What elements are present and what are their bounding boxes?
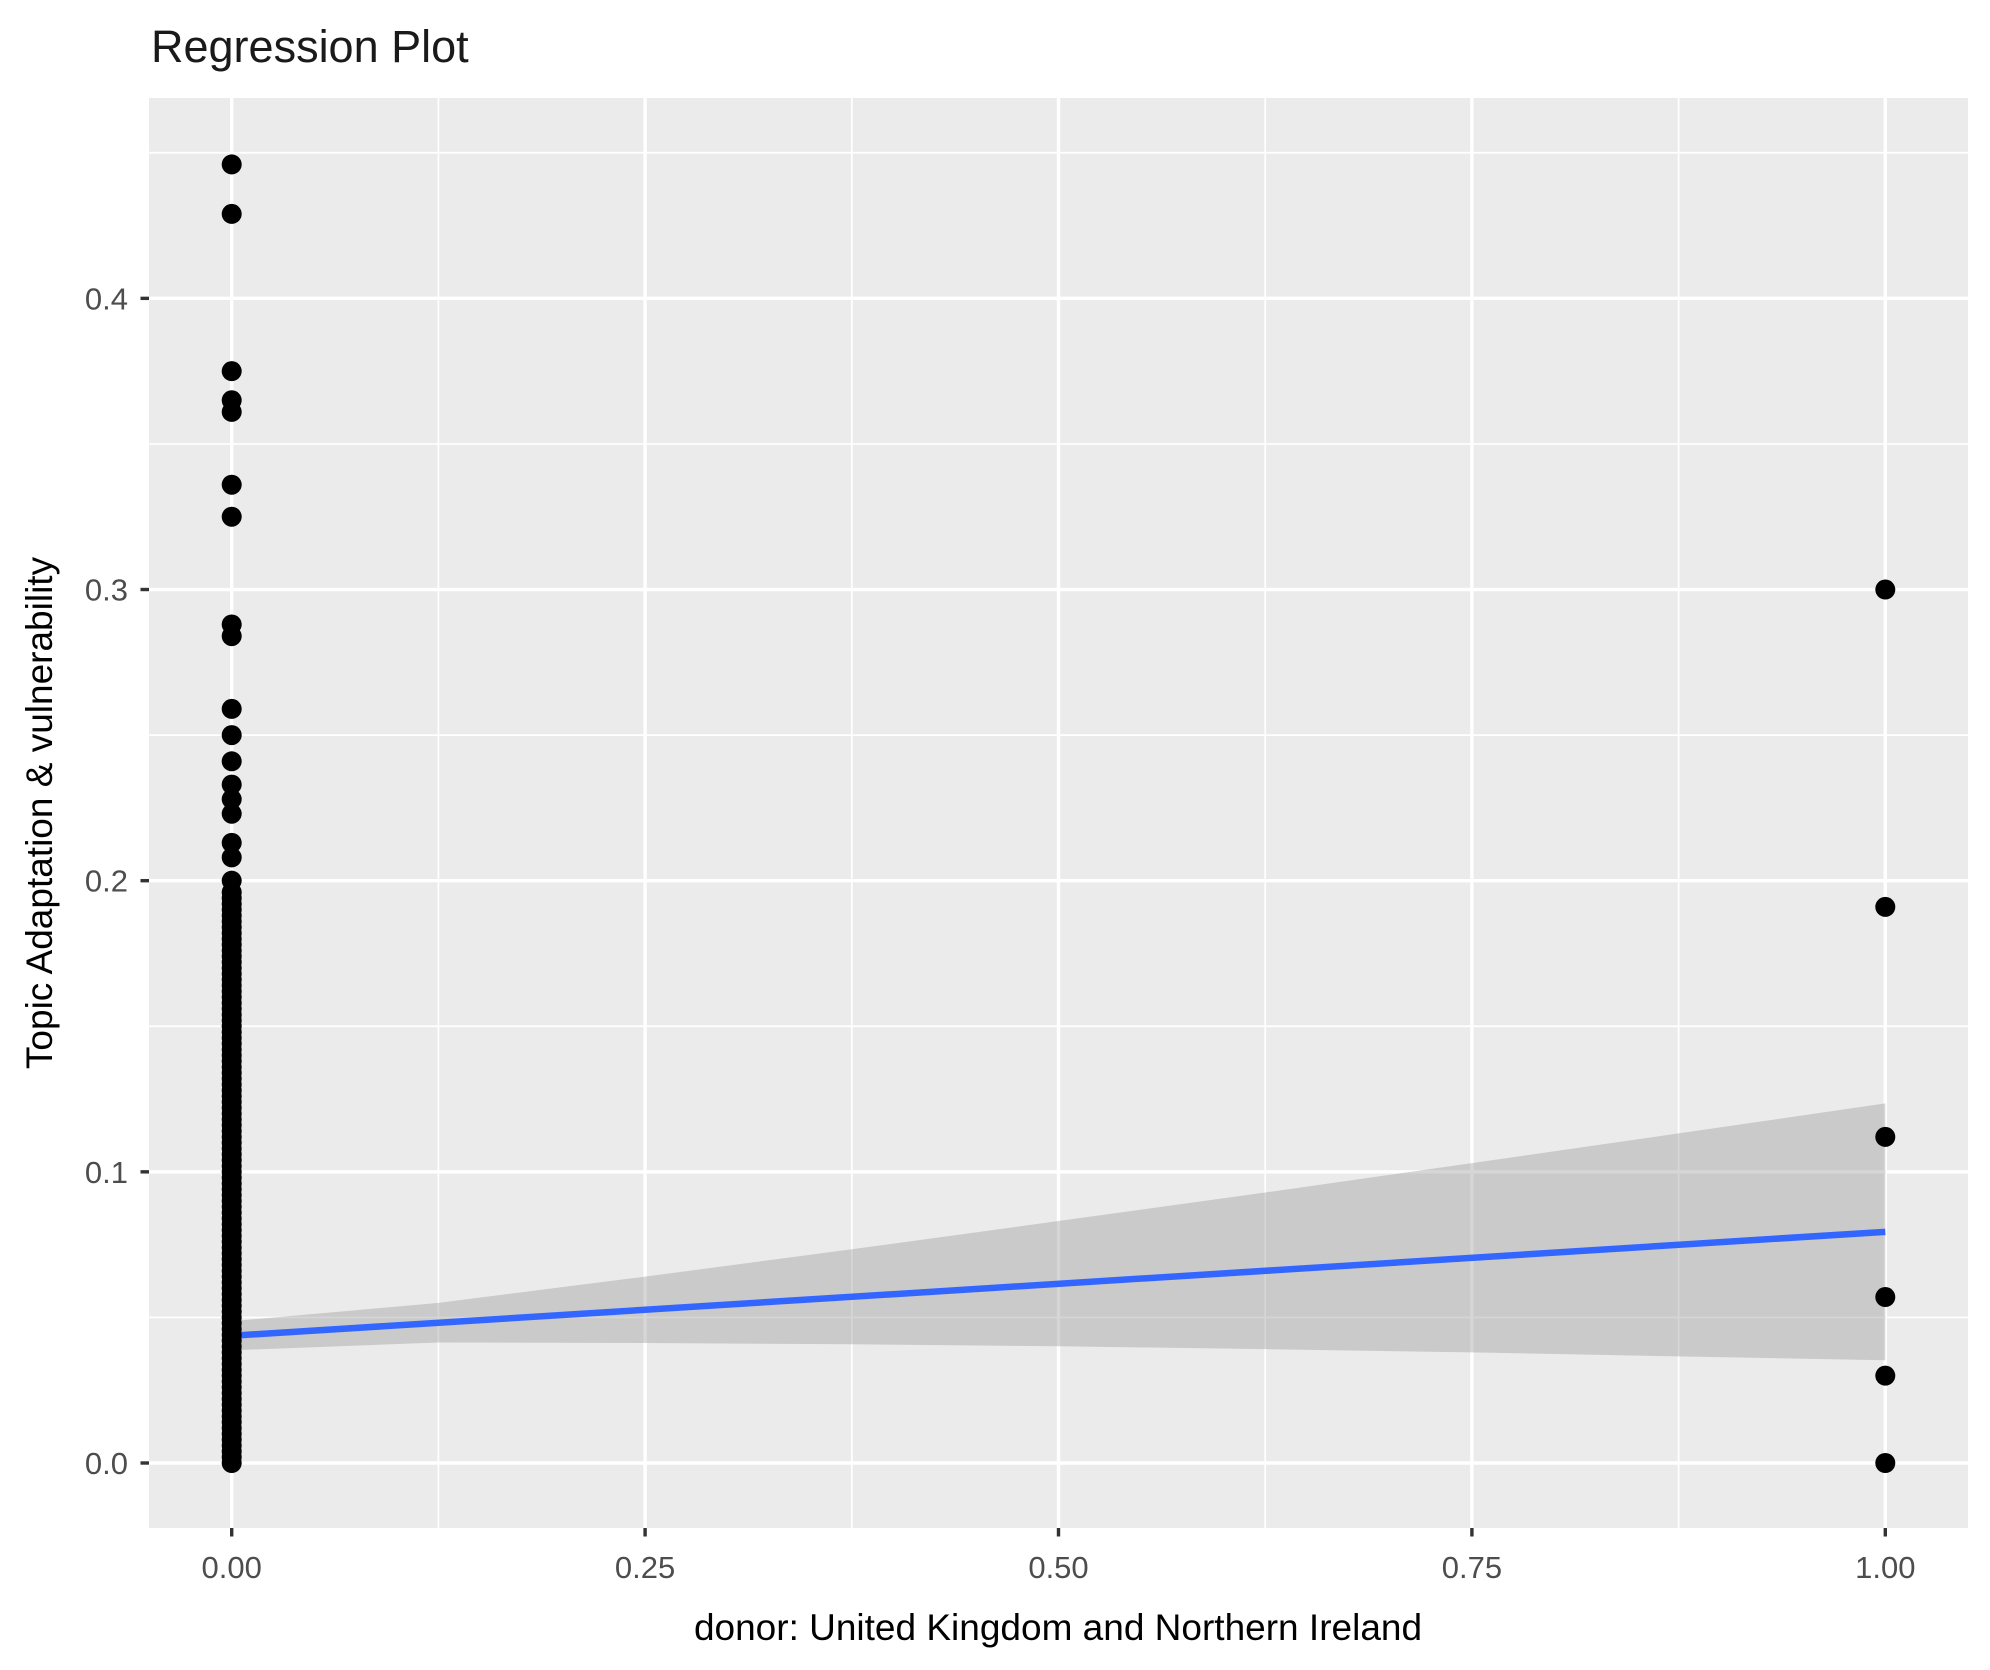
x-tick-label: 0.25 — [615, 1550, 675, 1585]
x-axis-ticks: 0.00 0.25 0.50 0.75 1.00 — [202, 1528, 1915, 1585]
y-axis-ticks: 0.0 0.1 0.2 0.3 0.4 — [85, 281, 149, 1481]
y-tick-label: 0.3 — [85, 573, 128, 608]
x-tick-label: 0.00 — [202, 1550, 262, 1585]
x-tick-label: 1.00 — [1855, 1550, 1915, 1585]
y-tick-label: 0.2 — [85, 864, 128, 899]
x-axis-title: donor: United Kingdom and Northern Irela… — [694, 1607, 1422, 1648]
y-tick-label: 0.4 — [85, 281, 128, 316]
plot-title: Regression Plot — [151, 21, 469, 72]
x-tick-label: 0.50 — [1028, 1550, 1088, 1585]
confidence-band — [231, 1103, 1886, 1361]
y-tick-label: 0.0 — [85, 1446, 128, 1481]
y-axis-title: Topic Adaptation & vulnerability — [19, 556, 60, 1069]
regression-line — [231, 1228, 1886, 1340]
scatter-points — [221, 154, 1896, 1473]
y-tick-label: 0.1 — [85, 1155, 128, 1190]
x-tick-label: 0.75 — [1442, 1550, 1502, 1585]
